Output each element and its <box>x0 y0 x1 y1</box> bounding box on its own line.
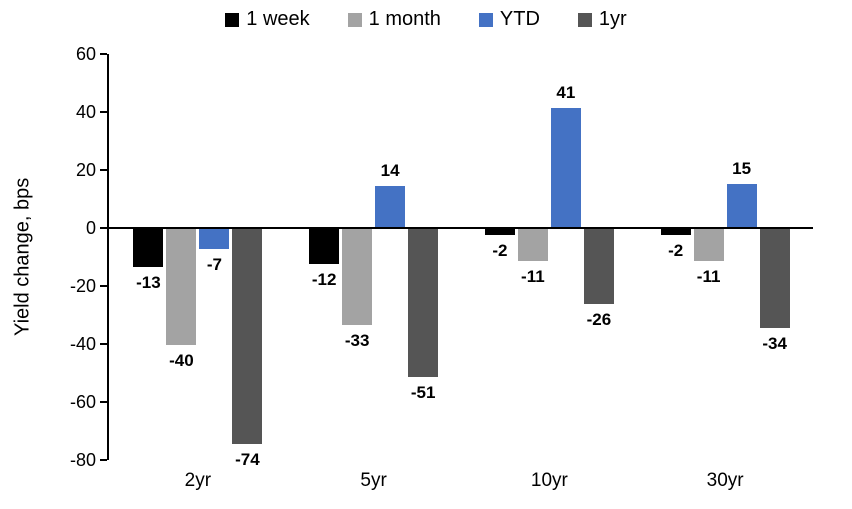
bar-value-label: -2 <box>668 240 684 260</box>
bar-value-label: -74 <box>235 449 260 469</box>
bar-value-label: -13 <box>136 272 161 292</box>
bar-value-label: -12 <box>311 269 337 289</box>
y-axis-tick <box>100 111 107 113</box>
legend-item-1week: 1 week <box>225 8 310 31</box>
x-axis-category-label: 2yr <box>184 470 212 491</box>
y-axis-tick-label: 60 <box>75 44 96 64</box>
bar-value-label: -11 <box>521 266 545 286</box>
bar-1week-30yr <box>660 229 691 235</box>
bar-value-label: -33 <box>344 330 370 350</box>
legend-marker-icon <box>577 12 592 27</box>
y-axis-tick-label: 40 <box>75 102 96 122</box>
y-axis-tick-label: -20 <box>69 276 96 296</box>
y-axis-tick <box>100 285 107 287</box>
bar-1month-5yr <box>342 229 373 325</box>
legend-item-ytd: YTD <box>478 8 540 31</box>
legend-marker-icon <box>478 12 493 27</box>
bar-1month-2yr <box>166 229 197 345</box>
bar-value-label: -11 <box>696 266 721 286</box>
bar-ytd-10yr <box>550 108 581 227</box>
bar-value-label: 15 <box>732 158 752 178</box>
y-axis-tick <box>100 401 107 403</box>
bar-value-label: -7 <box>206 255 222 275</box>
bar-1month-10yr <box>517 229 548 261</box>
legend-item-1month: 1 month <box>347 8 441 31</box>
bar-ytd-2yr <box>199 229 230 250</box>
bar-1yr-30yr <box>759 229 790 328</box>
bar-1week-10yr <box>484 229 515 235</box>
chart-legend: 1 week 1 month YTD 1yr <box>0 8 852 31</box>
x-axis-category-label: 5yr <box>360 470 387 491</box>
bar-ytd-30yr <box>726 183 757 227</box>
y-axis-tick <box>100 227 107 229</box>
bar-value-label: -51 <box>410 382 436 402</box>
y-axis-tick-label: 0 <box>85 218 96 238</box>
x-axis-category-label: 30yr <box>706 470 744 491</box>
legend-label: YTD <box>499 8 540 30</box>
y-axis-title: Yield change, bps <box>11 177 34 337</box>
bar-value-label: 41 <box>556 83 576 103</box>
bar-value-label: -26 <box>586 310 612 330</box>
bar-value-label: -34 <box>762 333 787 353</box>
bar-value-label: -2 <box>492 240 508 260</box>
legend-label: 1 month <box>368 8 441 30</box>
bar-ytd-5yr <box>375 186 406 227</box>
bar-1yr-10yr <box>583 229 614 305</box>
bar-value-label: -40 <box>169 351 194 370</box>
bar-1month-30yr <box>693 229 724 261</box>
y-axis-tick-label: -80 <box>69 450 96 470</box>
bar-1week-2yr <box>133 229 164 267</box>
legend-label: 1yr <box>598 8 627 30</box>
y-axis-tick-label: -60 <box>69 392 96 412</box>
y-axis-tick-label: 20 <box>75 160 96 180</box>
legend-item-1yr: 1yr <box>577 8 627 31</box>
y-axis-line <box>107 54 109 460</box>
bar-1yr-5yr <box>408 229 439 377</box>
bar-value-label: 14 <box>380 161 400 181</box>
x-axis-zero-line <box>107 227 813 229</box>
y-axis-tick <box>100 53 107 55</box>
y-axis-tick-label: -40 <box>69 334 96 354</box>
y-axis-tick <box>100 343 107 345</box>
x-axis-category-label: 10yr <box>530 470 568 491</box>
y-axis-tick <box>100 169 107 171</box>
bar-1yr-2yr <box>232 229 263 444</box>
legend-marker-icon <box>347 12 362 27</box>
y-axis-tick <box>100 459 107 461</box>
legend-marker-icon <box>225 12 240 27</box>
legend-label: 1 week <box>246 8 310 30</box>
bar-1week-5yr <box>309 229 340 264</box>
